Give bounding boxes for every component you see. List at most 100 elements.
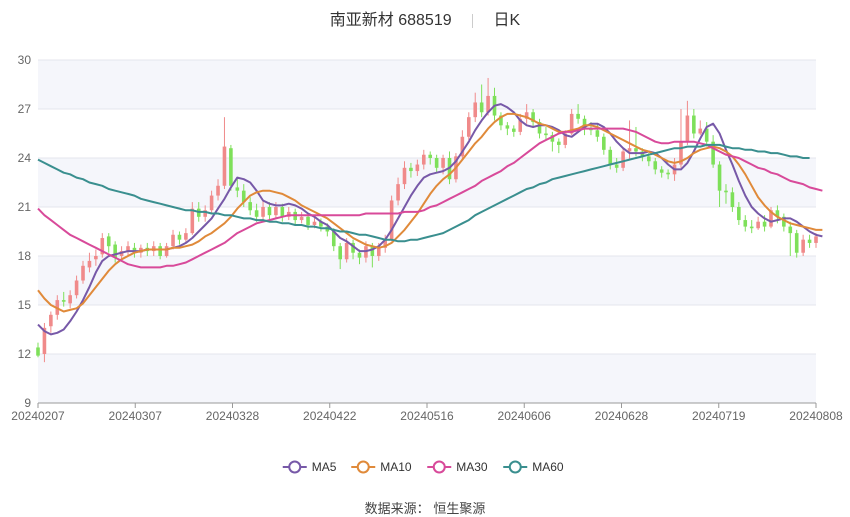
candle — [74, 275, 79, 299]
candle-body — [415, 164, 420, 172]
candle-body — [100, 238, 105, 255]
candle-body — [280, 207, 285, 217]
candle-body — [704, 128, 709, 142]
candle-body — [737, 207, 741, 221]
candle-body — [421, 154, 426, 165]
candle — [531, 109, 535, 127]
candle — [756, 216, 760, 230]
candle — [653, 158, 658, 175]
candle — [512, 125, 516, 137]
candle-body — [647, 156, 651, 162]
candle-body — [621, 151, 625, 168]
candle — [717, 161, 722, 207]
y-tick-label: 9 — [24, 396, 31, 410]
candle — [81, 260, 85, 284]
y-tick-label: 21 — [18, 200, 32, 214]
candle-body — [582, 118, 587, 129]
candle-body — [376, 247, 381, 256]
legend-item-ma10[interactable]: MA10 — [351, 460, 412, 474]
candle-body — [473, 102, 478, 118]
candle — [94, 249, 98, 266]
candle-body — [460, 136, 465, 157]
candle-body — [344, 242, 349, 260]
candle-body — [331, 231, 336, 247]
candle — [190, 202, 195, 235]
candle — [49, 311, 53, 333]
candle-body — [94, 256, 98, 260]
candle — [807, 234, 812, 248]
candle-body — [749, 226, 754, 229]
candle — [126, 241, 130, 256]
candle — [267, 202, 272, 221]
candle — [229, 144, 233, 191]
candle-body — [666, 172, 670, 175]
y-tick-label: 27 — [18, 102, 32, 116]
candle-body — [441, 158, 445, 168]
candle — [209, 190, 214, 214]
legend-label: MA5 — [312, 460, 337, 474]
candle-body — [396, 184, 400, 201]
legend-label: MA30 — [456, 460, 488, 474]
candle-body — [184, 233, 188, 240]
candle-body — [409, 167, 413, 172]
ma-line-ma60 — [37, 143, 810, 243]
candle-body — [499, 115, 503, 126]
candle-body — [557, 141, 561, 145]
candle — [428, 151, 433, 165]
candle-body — [254, 210, 259, 217]
candle — [261, 200, 265, 221]
candle-body — [68, 295, 72, 304]
data-source: 数据来源： 恒生聚源 — [0, 498, 850, 517]
legend-marker — [508, 460, 522, 474]
candle-body — [222, 146, 227, 186]
candle-body — [563, 133, 568, 145]
x-tick-label: 20240808 — [789, 409, 843, 423]
candle-body — [158, 246, 162, 256]
legend[interactable]: MA5 MA10 MA30 MA60 — [282, 460, 564, 474]
grid-band — [38, 354, 816, 403]
candle — [563, 130, 568, 149]
candle-body — [782, 216, 786, 227]
legend-item-ma60[interactable]: MA60 — [503, 460, 564, 474]
candle — [280, 203, 285, 222]
candle — [724, 184, 728, 204]
candle-body — [659, 169, 664, 173]
candle-body — [357, 252, 362, 258]
candle — [351, 239, 355, 260]
candle-body — [261, 207, 265, 217]
legend-item-ma5[interactable]: MA5 — [282, 460, 337, 474]
legend-item-ma30[interactable]: MA30 — [427, 460, 488, 474]
candle — [338, 242, 342, 270]
x-axis: 20240207 20240307 20240328 20240422 20240516… — [11, 402, 843, 423]
candle — [177, 231, 182, 245]
candle — [293, 208, 297, 225]
candle — [737, 202, 741, 225]
candle-body — [274, 207, 278, 216]
candle-body — [466, 117, 471, 137]
candle — [801, 234, 805, 256]
legend-marker — [356, 460, 370, 474]
candle-body — [769, 210, 773, 227]
candle-body — [241, 190, 246, 203]
candle — [621, 148, 625, 172]
y-axis: 9 12 15 18 21 24 27 30 — [18, 53, 32, 410]
candle-body — [505, 125, 510, 129]
candle-body — [428, 154, 433, 158]
candle — [602, 133, 606, 155]
x-tick-label: 20240606 — [498, 409, 552, 423]
candle — [222, 117, 227, 190]
candle-body — [106, 236, 111, 247]
candle — [61, 291, 66, 307]
candle — [203, 205, 207, 222]
candle — [743, 215, 748, 232]
candle — [659, 166, 664, 178]
candle-body — [229, 148, 233, 186]
candle — [113, 241, 117, 263]
period-label[interactable]: 日K — [493, 12, 521, 29]
candle — [184, 228, 188, 243]
candle-body — [203, 210, 207, 217]
grid-band — [38, 60, 816, 109]
candle — [608, 146, 613, 170]
candle-body — [190, 208, 195, 234]
